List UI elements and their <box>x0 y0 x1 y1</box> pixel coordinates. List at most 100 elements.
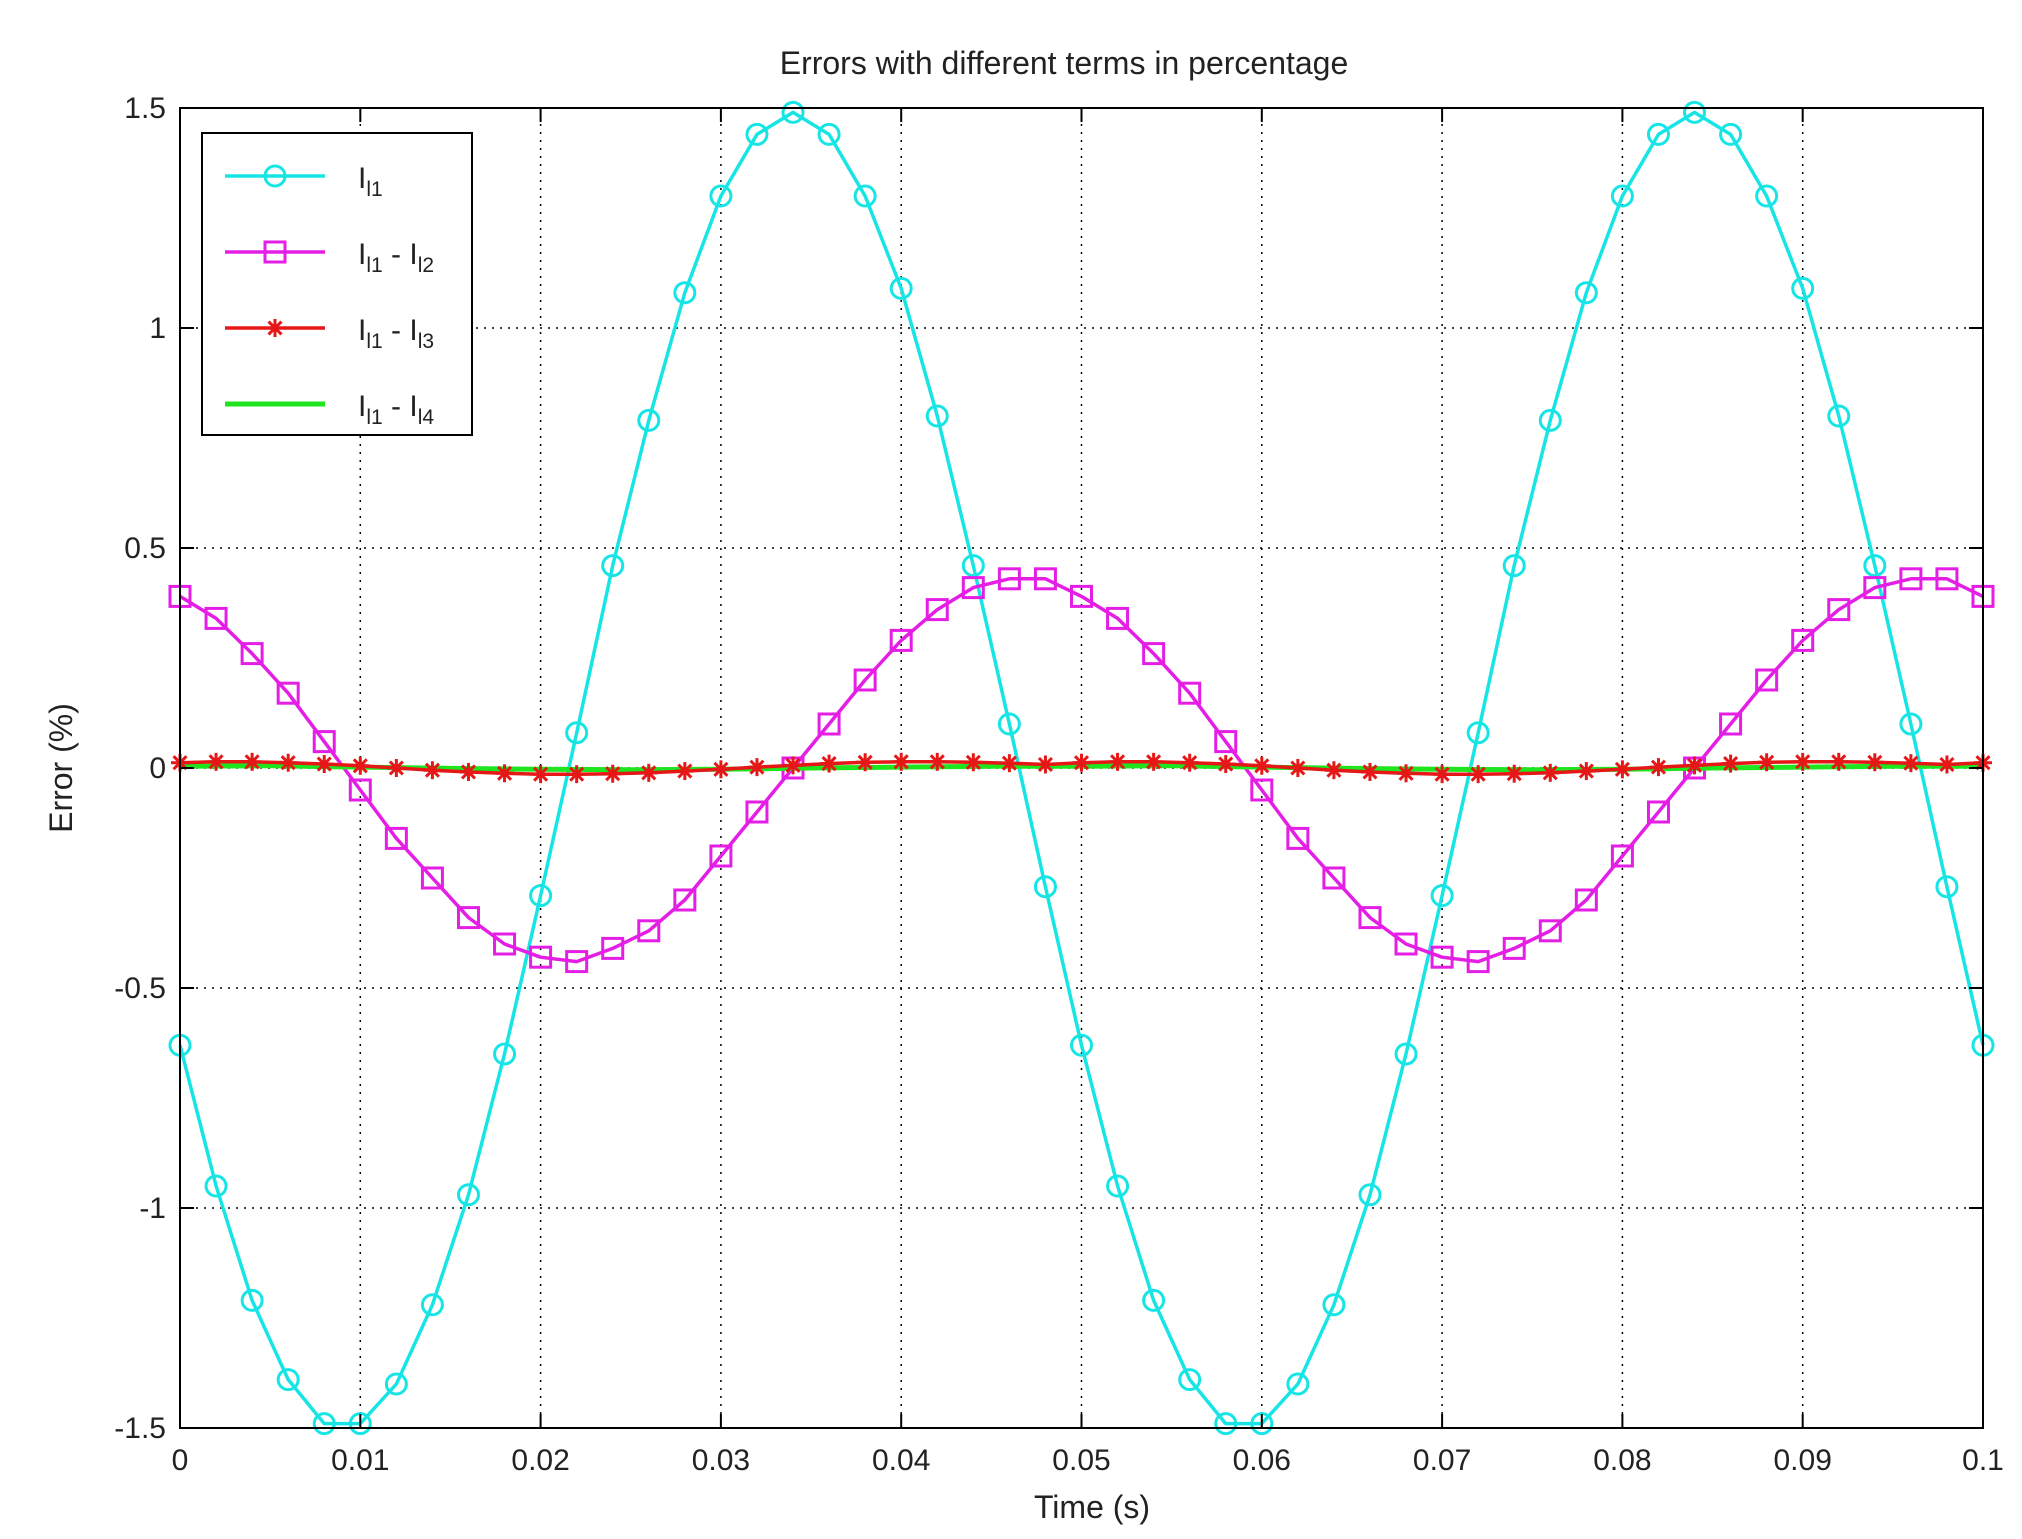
data-point-star <box>784 756 803 775</box>
data-point-square <box>1755 668 1779 692</box>
data-point-square <box>1646 800 1670 824</box>
ticks <box>179 107 1984 1429</box>
data-point-circle <box>1106 1174 1130 1198</box>
data-point-circle <box>997 712 1021 736</box>
star-stroke <box>533 766 549 782</box>
star-stroke <box>1506 766 1522 782</box>
data-point-star <box>207 752 226 771</box>
legend-separator: - <box>383 238 410 271</box>
star-stroke <box>316 756 332 772</box>
y-tick-label: -1 <box>139 1192 166 1225</box>
data-point-star <box>1180 753 1199 772</box>
data-point-square <box>312 730 336 754</box>
star-stroke <box>1867 754 1883 770</box>
y-axis-label: Error (%) <box>43 703 79 833</box>
data-point-square <box>673 888 697 912</box>
legend: Il1​ Il1​ - Il2​ Il1​ - Il3​ Il1​ - Il4​ <box>201 132 473 436</box>
data-point-star <box>387 759 406 777</box>
legend-subscript: l1 <box>366 330 382 353</box>
data-point-star <box>856 753 875 772</box>
star-stroke <box>1686 757 1703 773</box>
star-stroke <box>1723 756 1739 772</box>
data-point-circle <box>889 276 913 300</box>
x-tick-label: 0.07 <box>1413 1444 1471 1477</box>
legend-main: I <box>409 390 417 423</box>
x-tick-label: 0.1 <box>1962 1444 2004 1477</box>
data-point-star <box>1613 760 1632 779</box>
x-tick-label: 0.03 <box>692 1444 750 1477</box>
data-point-square <box>709 844 733 868</box>
data-point-square <box>925 598 949 622</box>
data-point-square <box>529 945 553 969</box>
star-stroke <box>424 762 440 778</box>
data-point-circle <box>961 554 985 578</box>
x-tick-label: 0.01 <box>331 1444 389 1477</box>
data-point-circle <box>1719 122 1743 146</box>
data-point-star <box>1397 764 1416 783</box>
legend-label: Il1​ - Il3​ <box>358 314 434 353</box>
series-line <box>179 577 1984 964</box>
star-stroke <box>1470 766 1486 782</box>
data-point-square <box>1538 919 1562 943</box>
data-point-circle <box>1070 1033 1093 1057</box>
data-point-circle <box>781 100 805 124</box>
star-stroke <box>1254 758 1270 774</box>
legend-label: Il1​ - Il2​ <box>358 238 434 277</box>
data-point-star <box>675 762 694 781</box>
data-point-circle <box>263 164 287 188</box>
data-point-square <box>276 681 300 705</box>
data-point-circle <box>529 884 553 908</box>
data-point-star <box>1541 763 1560 782</box>
data-point-square <box>961 576 985 600</box>
data-point-star <box>1288 759 1307 777</box>
legend-subscript: l1 <box>366 178 382 201</box>
x-tick-label: 0.02 <box>511 1444 569 1477</box>
data-point-circle <box>1358 1183 1382 1207</box>
star-stroke <box>1362 764 1378 780</box>
data-point-star <box>243 752 262 771</box>
data-point-circle <box>1683 100 1707 124</box>
legend-subscript: l1 <box>366 254 382 277</box>
data-point-star <box>1937 755 1956 774</box>
data-point-star <box>531 765 550 784</box>
data-point-circle <box>240 1288 264 1312</box>
data-point-circle <box>456 1183 480 1207</box>
data-point-star <box>1144 752 1163 771</box>
legend-item-1: Il1​ <box>225 162 383 201</box>
data-point-circle <box>1791 276 1815 300</box>
data-point-circle <box>1394 1042 1418 1066</box>
data-point-circle <box>1322 1293 1346 1317</box>
data-point-star <box>1757 753 1776 772</box>
data-point-square <box>1899 567 1923 591</box>
legend-subscript: l2 <box>418 254 434 277</box>
data-point-square <box>204 606 228 630</box>
star-stroke <box>1146 754 1162 770</box>
data-point-star <box>1829 752 1848 771</box>
star-stroke <box>713 761 729 777</box>
data-point-square <box>601 936 625 960</box>
data-point-square <box>1791 628 1815 652</box>
data-point-circle <box>637 408 661 432</box>
legend-item-3: Il1​ - Il3​ <box>225 314 434 353</box>
data-point-circle <box>1214 1412 1238 1436</box>
data-point-circle <box>1538 408 1562 432</box>
tick-labels: 0 0.01 0.02 0.03 0.04 0.05 0.06 0.07 0.08 0.09 0.1… <box>114 92 2004 1477</box>
series-line <box>178 110 1985 1426</box>
star-stroke <box>1218 756 1234 772</box>
data-point-circle <box>1466 721 1490 745</box>
data-point-circle <box>312 1412 336 1436</box>
data-point-square <box>263 240 287 264</box>
data-point-square <box>1322 866 1346 890</box>
data-point-star <box>266 319 284 337</box>
star-stroke <box>1831 754 1847 770</box>
data-point-star <box>1036 755 1055 774</box>
data-point-star <box>1433 765 1452 784</box>
star-stroke <box>605 766 621 782</box>
x-tick-label: 0.08 <box>1593 1444 1651 1477</box>
data-point-circle <box>1286 1372 1310 1396</box>
data-point-circle <box>1827 404 1851 428</box>
star-stroke <box>965 754 981 770</box>
data-point-square <box>1610 844 1634 868</box>
data-point-circle <box>420 1293 444 1317</box>
data-point-star <box>603 764 622 783</box>
